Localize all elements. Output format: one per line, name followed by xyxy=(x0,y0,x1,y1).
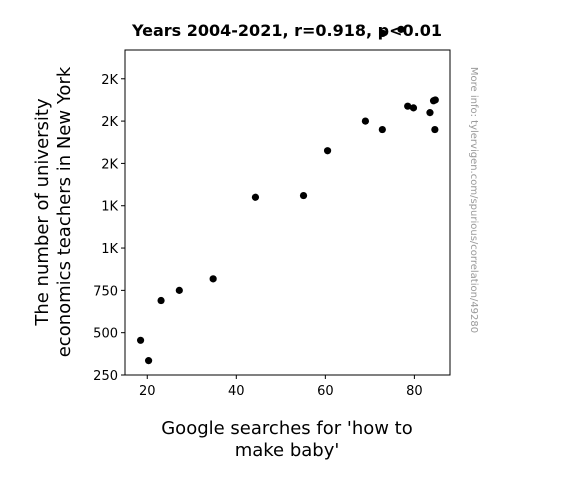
plot-frame xyxy=(124,49,451,376)
data-points xyxy=(136,25,439,365)
data-point xyxy=(409,104,418,112)
x-axis-label-line-1: Google searches for 'how to xyxy=(161,418,413,439)
y-tick-label: 2K xyxy=(101,157,118,172)
y-tick-label: 1K xyxy=(101,242,118,257)
data-point xyxy=(426,109,434,117)
x-axis-ticks: 20 40 60 80 xyxy=(139,375,423,399)
y-tick-label: 750 xyxy=(93,284,118,299)
y-axis-ticks: 250 500 750 1K 1K 2K 2K 2K xyxy=(93,73,125,384)
data-point xyxy=(136,336,145,344)
y-tick-label: 250 xyxy=(93,369,118,384)
data-point xyxy=(323,147,332,155)
data-point xyxy=(144,357,153,365)
data-point xyxy=(397,25,405,33)
y-axis-label-line-2: economics teachers in New York xyxy=(54,66,75,357)
data-point xyxy=(361,117,370,125)
chart-title: Years 2004-2021, r=0.918, p<0.01 xyxy=(131,21,442,40)
data-point xyxy=(431,96,439,104)
y-tick-label: 1K xyxy=(101,200,118,215)
y-tick-label: 500 xyxy=(93,327,118,342)
y-axis-label-line-1: The number of university xyxy=(32,98,53,327)
data-point xyxy=(378,125,386,134)
data-point xyxy=(251,193,260,201)
source-note: More info: tylervigen.com/spurious/corre… xyxy=(468,67,479,333)
x-tick-label: 80 xyxy=(406,384,423,399)
data-point xyxy=(299,191,308,200)
x-tick-label: 20 xyxy=(139,384,156,399)
data-point xyxy=(157,296,165,305)
data-point xyxy=(209,275,217,283)
x-axis-label-line-2: make baby' xyxy=(235,440,340,461)
x-tick-label: 60 xyxy=(317,384,334,399)
data-point xyxy=(404,102,412,110)
data-point xyxy=(431,125,439,134)
data-point xyxy=(175,286,183,294)
y-tick-label: 2K xyxy=(101,115,118,130)
x-tick-label: 40 xyxy=(228,384,245,399)
y-tick-label: 2K xyxy=(101,73,118,88)
data-point xyxy=(379,29,387,38)
